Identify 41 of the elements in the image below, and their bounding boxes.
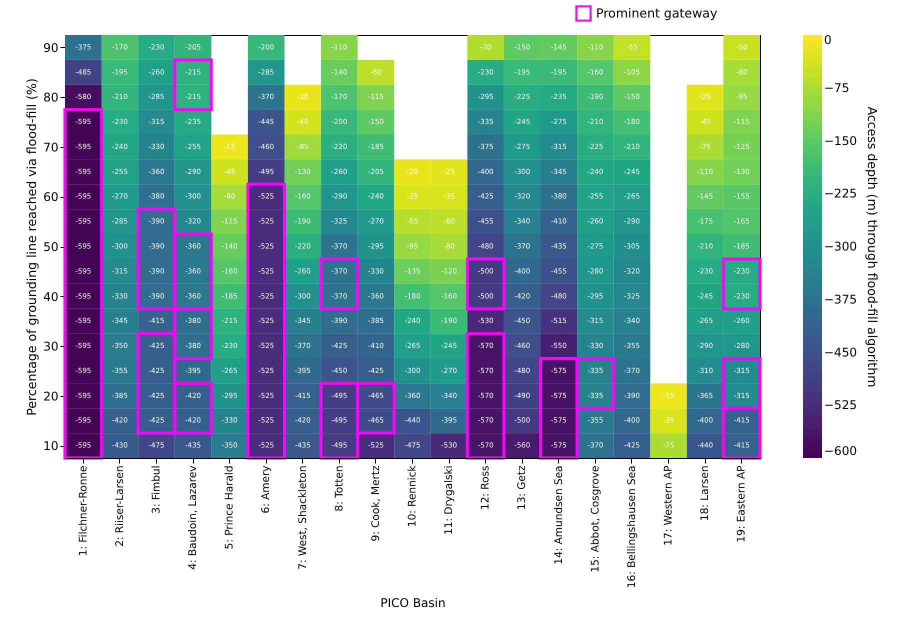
x-tick-label: 11: Drygalski	[443, 466, 456, 535]
x-tick-label: 3: Fimbul	[150, 466, 162, 514]
y-tick-label: 70	[43, 140, 58, 154]
color-bar-label: −600	[824, 444, 857, 458]
x-tick-label: 2: Riiser-Larsen	[114, 466, 126, 547]
x-tick-label: 1: Filchner-Ronne	[77, 466, 90, 556]
color-bar-label: −525	[824, 398, 857, 412]
x-tick-label: 15: Abbot, Cosgrove	[589, 466, 602, 573]
y-tick-label: 40	[43, 290, 58, 304]
x-tick-label: 6: Amery	[260, 466, 272, 514]
x-tick-label: 17: Western AP	[662, 466, 675, 546]
y-tick-label: 50	[43, 240, 58, 254]
x-axis-title: PICO Basin	[380, 596, 446, 610]
x-tick-label: 10: Rennick	[406, 464, 418, 528]
color-bar-label: −150	[824, 134, 857, 148]
y-axis-title: Percentage of grounding line reached via flood-fill (%)	[24, 78, 40, 416]
y-tick-label: 80	[43, 90, 58, 105]
y-tick-label: 10	[43, 439, 58, 454]
color-bar-label: 0	[824, 33, 832, 47]
x-tick-label: 13: Getz	[516, 465, 528, 510]
color-bar-label: −300	[824, 240, 857, 254]
x-tick-label: 12: Ross	[480, 466, 492, 510]
color-bar-label: −225	[824, 186, 857, 201]
x-tick-label: 16: Bellingshausen Sea	[626, 466, 638, 588]
legend-label: Prominent gateway	[596, 6, 718, 20]
color-bar-label: −75	[824, 80, 850, 95]
x-tick-label: 9: Cook, Mertz	[370, 465, 382, 542]
color-bar-title: Access depth (m) through flood-fill algorithm	[865, 106, 880, 388]
y-tick-label: 20	[43, 389, 58, 404]
x-tick-label: 14: Amundsen Sea	[552, 466, 565, 565]
x-tick-label: 19: Eastern AP	[736, 466, 748, 542]
color-bar-label: −450	[824, 345, 857, 360]
y-tick-label: 90	[43, 40, 58, 55]
x-tick-label: 7: West, Shackleton	[296, 466, 309, 570]
y-tick-label: 30	[43, 340, 58, 354]
x-tick-label: 18: Larsen	[699, 466, 712, 521]
x-tick-label: 4: Baudoin, Lazarev	[187, 466, 200, 570]
x-tick-label: 5: Prince Harald	[224, 466, 236, 550]
x-tick-label: 8: Totten	[333, 466, 346, 512]
color-bar-label: −375	[824, 292, 857, 306]
y-tick-label: 60	[43, 190, 58, 204]
